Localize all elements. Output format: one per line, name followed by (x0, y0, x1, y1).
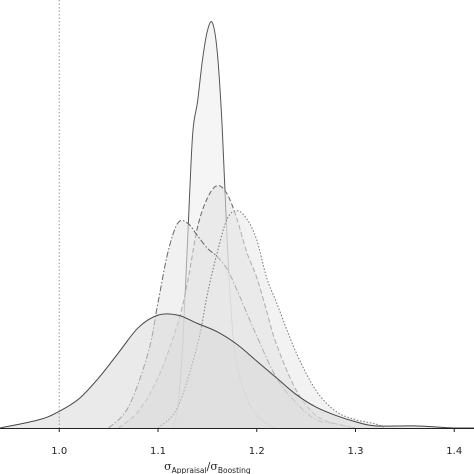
xlabel-slash: / (207, 460, 211, 473)
density-line-4 (157, 210, 386, 429)
xlabel-sub-numerator: Appraisal (172, 466, 207, 474)
x-tick-label: 1.4 (446, 446, 462, 457)
density-area-5 (0, 313, 474, 428)
xlabel-symbol-denominator: σ (210, 460, 218, 473)
density-line-5 (0, 313, 474, 429)
xlabel-symbol-numerator: σ (164, 460, 172, 473)
x-axis-ticks: 1.0 1.1 1.2 1.3 1.4 (51, 428, 462, 457)
x-axis-label: σAppraisal/σBoosting (164, 460, 251, 474)
x-tick-label: 1.2 (249, 446, 265, 457)
density-line-2 (118, 184, 356, 429)
xlabel-sub-denominator: Boosting (218, 466, 251, 474)
x-tick-label: 1.1 (150, 446, 166, 457)
x-tick-label: 1.3 (348, 446, 364, 457)
x-tick-label: 1.0 (51, 446, 67, 457)
density-areas (0, 20, 474, 429)
